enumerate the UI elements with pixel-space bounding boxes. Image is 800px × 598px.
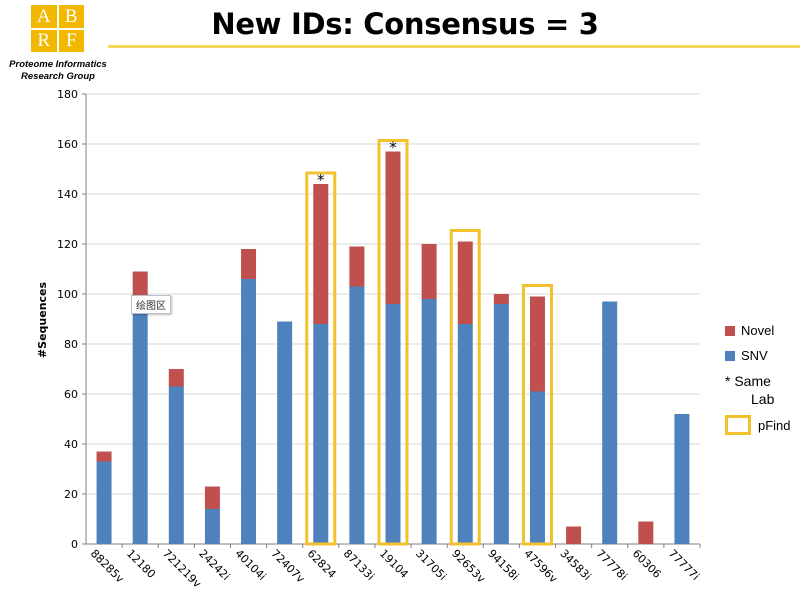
slide-title: New IDs: Consensus = 3 [211, 7, 599, 41]
x-tick-label: 92653v [449, 547, 488, 586]
bar-novel [529, 296, 545, 392]
legend-label-novel: Novel [741, 323, 775, 338]
bar-novel [457, 241, 473, 324]
bar-snv [385, 304, 401, 544]
bars [96, 151, 690, 544]
legend-item-novel: Novel [725, 323, 774, 338]
bar-snv [674, 414, 690, 544]
y-tick-label: 0 [71, 538, 78, 551]
bar-novel [349, 246, 365, 287]
bar-snv [168, 386, 184, 544]
y-tick-label: 100 [57, 288, 78, 301]
bar-snv [241, 279, 257, 544]
plot-area-tooltip: 绘图区 [131, 295, 171, 314]
bar-snv [529, 391, 545, 544]
bar-novel [168, 369, 184, 387]
bar-snv [132, 314, 148, 544]
x-tick-label: 24242i [196, 547, 232, 583]
y-tick-label: 60 [64, 388, 78, 401]
x-tick-label: 87133i [341, 547, 377, 583]
bar-snv [204, 509, 220, 544]
bar-snv [277, 321, 293, 544]
bar-novel [96, 451, 112, 462]
bar-snv [602, 301, 618, 544]
pfind-highlight-box [305, 171, 337, 546]
bar-novel [566, 526, 582, 544]
bar-novel [241, 249, 257, 279]
legend-item-snv: SNV [725, 348, 768, 363]
legend-swatch-snv [725, 350, 735, 361]
logo-letter: F [58, 29, 84, 52]
x-tick-label: 72407v [269, 547, 308, 586]
x-tick-label: 60306 [630, 547, 664, 581]
y-tick-label: 160 [57, 138, 78, 151]
x-tick-label: 34583i [557, 547, 593, 583]
title-underline [108, 45, 800, 48]
logo-letter: B [58, 5, 84, 28]
same-lab-marker: * [389, 139, 397, 157]
x-tick-label: 47596v [521, 547, 560, 586]
bar-snv [349, 286, 365, 544]
legend-label-pfind: pFind [758, 417, 791, 433]
y-tick-label: 40 [64, 438, 78, 451]
x-tick-label: 88285v [88, 547, 127, 586]
y-tick-label: 140 [57, 188, 78, 201]
x-tick-label: 62824 [305, 547, 339, 581]
pfind-highlight-box [377, 139, 409, 546]
x-tick-label: 721219v [160, 547, 204, 591]
legend-item-same-lab: * Same Lab [725, 372, 774, 408]
bar-novel [638, 521, 654, 544]
x-tick-label: 94158i [485, 547, 521, 583]
bar-snv [421, 299, 437, 544]
bar-novel [313, 184, 329, 324]
pfind-highlight-box [521, 284, 553, 546]
bar-snv [313, 324, 329, 544]
bar-snv [493, 304, 509, 544]
x-tick-label: 31705i [413, 547, 449, 583]
legend-swatch-pfind [725, 415, 751, 435]
bar-snv [96, 461, 112, 544]
y-tick-label: 180 [57, 88, 78, 101]
y-tick-label: 120 [57, 238, 78, 251]
bar-novel [204, 486, 220, 509]
legend-label-same-lab-2: Lab [751, 391, 775, 407]
x-tick-label: 77777i [666, 547, 702, 583]
pfind-highlights [305, 139, 553, 546]
legend-swatch-novel [725, 325, 735, 336]
logo-letter: R [31, 29, 57, 52]
x-tick-label: 19104 [377, 547, 411, 581]
pfind-highlight-box [449, 229, 481, 546]
same-lab-marker: * [317, 171, 325, 189]
y-tick-label: 80 [64, 338, 78, 351]
x-tick-label: 77778i [594, 547, 630, 583]
bar-novel [493, 294, 509, 304]
legend-label-snv: SNV [741, 348, 768, 363]
abrf-logo: A B R F [31, 5, 84, 52]
logo-letter: A [31, 5, 57, 28]
bar-snv [457, 324, 473, 544]
legend-item-pfind: pFind [725, 415, 791, 435]
x-tick-label: 12180 [124, 547, 158, 581]
y-tick-label: 20 [64, 488, 78, 501]
y-axis-title: #Sequences [36, 281, 49, 358]
bar-novel [421, 244, 437, 299]
legend-label-same-lab: * Same [725, 373, 771, 389]
organization-name: Proteome Informatics Research Group [9, 59, 107, 82]
x-tick-label: 40104i [232, 547, 268, 583]
bar-novel [385, 151, 401, 304]
